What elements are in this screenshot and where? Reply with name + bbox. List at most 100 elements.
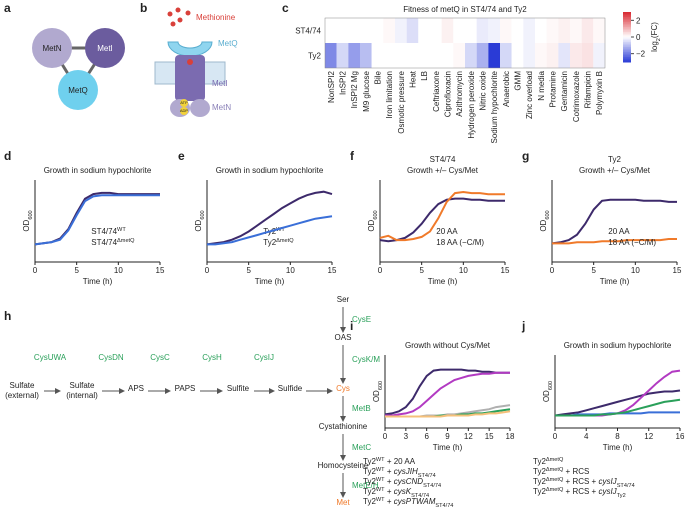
colorbar-label: 0 bbox=[636, 33, 641, 42]
heat-cell bbox=[406, 18, 419, 43]
text-part: WT bbox=[117, 227, 126, 233]
series-line bbox=[555, 398, 681, 417]
x-tick-label: Protamine bbox=[549, 70, 558, 107]
heat-cell bbox=[441, 18, 454, 43]
colorbar-step bbox=[623, 53, 631, 56]
text-part: + bbox=[385, 477, 394, 486]
colorbar-step bbox=[623, 42, 631, 45]
y-axis-label: OD600 bbox=[372, 381, 384, 402]
heat-cell bbox=[453, 18, 465, 43]
x-tick-label: GMM bbox=[514, 71, 523, 91]
colorbar-step bbox=[623, 30, 631, 33]
colorbar-step bbox=[623, 28, 631, 31]
heat-cell bbox=[535, 43, 547, 68]
text-part: cysIJ bbox=[598, 487, 617, 496]
heat-cell bbox=[488, 43, 500, 68]
heat-cell bbox=[336, 43, 349, 68]
heat-cell bbox=[570, 18, 582, 43]
node-label: MetI bbox=[97, 44, 113, 53]
legend-entry: ST4/74WT bbox=[91, 227, 126, 236]
text-part: OD bbox=[542, 390, 551, 402]
x-tick-label: 15 bbox=[156, 266, 165, 275]
enzyme: MetB bbox=[352, 404, 371, 413]
x-axis-label: Time (h) bbox=[433, 443, 463, 452]
text-part: Ty2 bbox=[533, 457, 546, 466]
node-label: Sulfate (internal) bbox=[66, 381, 98, 400]
x-tick-label: Ciprofloxacin bbox=[444, 71, 453, 117]
text-part: 600 bbox=[378, 381, 384, 390]
colorbar-label: 2 bbox=[636, 16, 641, 25]
panel-label: e bbox=[178, 149, 185, 163]
heat-cell bbox=[523, 43, 535, 68]
legend-entry: Ty2WT + cysPTWAMST4/74 bbox=[363, 497, 453, 509]
x-tick-label: 12 bbox=[644, 432, 653, 441]
colorbar-step bbox=[623, 40, 631, 43]
heat-cell bbox=[511, 18, 524, 43]
text-part: cysCND bbox=[394, 477, 424, 486]
text-part: 2 bbox=[656, 38, 662, 41]
frame bbox=[324, 17, 606, 69]
x-tick-label: N media bbox=[537, 70, 546, 100]
colorbar-step bbox=[623, 57, 631, 60]
series-line bbox=[554, 389, 681, 417]
heat-cell bbox=[325, 43, 337, 68]
enzyme: MetC bbox=[352, 443, 371, 452]
heat-cell bbox=[441, 43, 454, 68]
text-part: ΔmetQ bbox=[546, 467, 564, 473]
x-tick-label: Cotrimoxazole bbox=[572, 70, 581, 122]
text: Sulfate bbox=[10, 381, 35, 390]
text-part: Ty2 bbox=[363, 477, 376, 486]
node-label: Ser bbox=[337, 295, 350, 304]
node-label: PAPS bbox=[175, 384, 196, 393]
node bbox=[32, 28, 72, 68]
text-part: ΔmetQ bbox=[546, 487, 564, 493]
diagram-a: MetN MetI MetQ bbox=[32, 28, 125, 110]
x-tick-label: 0 bbox=[553, 432, 558, 441]
chart-title: ST4/74 bbox=[430, 155, 456, 164]
text-part: (FC) bbox=[650, 22, 659, 38]
node-label: MetN bbox=[42, 44, 61, 53]
enzyme: CysIJ bbox=[254, 353, 274, 362]
colorbar-title: log2(FC) bbox=[650, 22, 662, 52]
chart-title: Ty2 bbox=[608, 155, 621, 164]
series-line bbox=[379, 197, 505, 243]
chart-title: Growth without Cys/Met bbox=[405, 341, 491, 350]
x-tick-label: 0 bbox=[378, 266, 383, 275]
colorbar-step bbox=[623, 23, 631, 26]
colorbar-step bbox=[623, 50, 631, 53]
legend-entry: Ty2ΔmetQ + RCS + cysIJST4/74 bbox=[533, 477, 635, 489]
series-line bbox=[206, 190, 333, 246]
x-tick-label: Anaerobic bbox=[502, 71, 511, 107]
text: (internal) bbox=[66, 391, 98, 400]
x-axis-label: Time (h) bbox=[255, 277, 285, 286]
label: MetI bbox=[212, 79, 228, 88]
series-line bbox=[384, 368, 510, 416]
x-tick-label: Heat bbox=[409, 70, 418, 88]
chart-subtitle: Growth +/– Cys/Met bbox=[579, 166, 651, 175]
x-tick-label: Osmotic pressure bbox=[397, 70, 406, 133]
heat-cell bbox=[430, 18, 442, 43]
row-label: Ty2 bbox=[308, 52, 321, 61]
x-tick-label: Bile bbox=[374, 70, 383, 84]
heat-cell bbox=[546, 18, 559, 43]
series-line bbox=[34, 191, 160, 246]
legend-entry: Ty2ΔmetQ bbox=[263, 238, 294, 247]
heat-cell bbox=[535, 18, 547, 43]
text-part: Ty2 bbox=[533, 477, 546, 486]
text-part: 600 bbox=[545, 210, 551, 219]
text-part: Ty2 bbox=[617, 493, 626, 499]
text-part: WT bbox=[376, 497, 385, 503]
enzyme: CysE bbox=[352, 315, 371, 324]
text-part: 18 AA (−C/M) bbox=[608, 238, 656, 247]
x-tick-label: Nitric oxide bbox=[479, 70, 488, 110]
enzyme: CysUWA bbox=[34, 353, 67, 362]
text-part: + bbox=[385, 467, 394, 476]
enzyme: CysDN bbox=[98, 353, 124, 362]
series-line bbox=[34, 194, 160, 246]
y-axis-label: OD600 bbox=[367, 210, 379, 231]
node-label: MetQ bbox=[68, 86, 88, 95]
text-part: + 20 AA bbox=[385, 457, 416, 466]
text-part: WT bbox=[376, 477, 385, 483]
x-tick-label: 16 bbox=[676, 432, 685, 441]
x-tick-label: 10 bbox=[459, 266, 468, 275]
